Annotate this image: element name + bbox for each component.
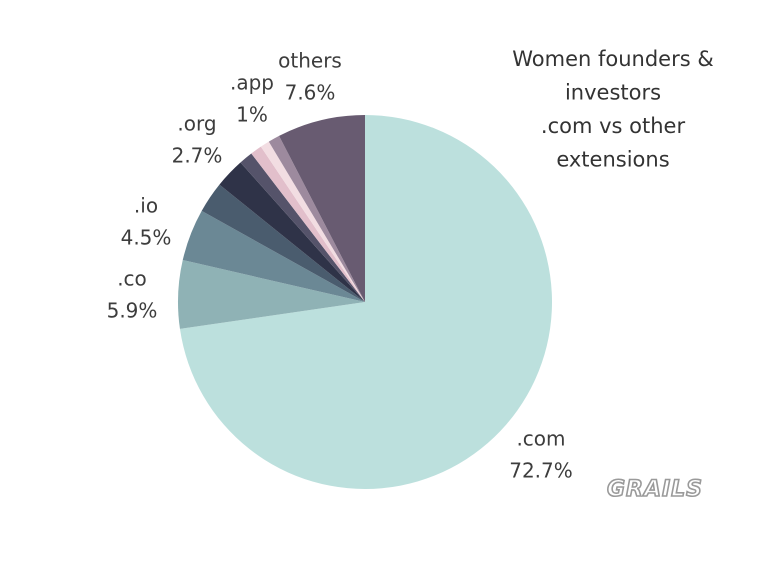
pie-slice [260, 141, 365, 302]
slice-label: .app [230, 71, 274, 95]
pie-slice [240, 153, 365, 302]
slice-label: .co [117, 267, 147, 291]
pie-slice [201, 184, 365, 302]
pie-slice [179, 115, 552, 489]
pie-slice [268, 135, 365, 302]
value-label: 72.7% [509, 459, 573, 483]
value-label: 4.5% [121, 226, 172, 250]
slice-label: .org [177, 112, 216, 136]
value-label: 1% [236, 103, 268, 127]
watermark: GRAILS [607, 477, 703, 502]
value-label: 2.7% [172, 144, 223, 168]
value-label: 5.9% [107, 299, 158, 323]
slice-label: others [278, 49, 342, 73]
slice-label: .io [134, 194, 158, 218]
pie-slice [219, 162, 365, 302]
chart-title: Women founders & [512, 47, 713, 71]
pie-slice [182, 210, 365, 302]
value-label: 7.6% [285, 81, 336, 105]
pie-slice [251, 146, 365, 302]
chart-title: investors [565, 81, 661, 105]
chart-title: extensions [556, 148, 669, 172]
chart-title: .com vs other [541, 114, 686, 138]
pie-slice [279, 115, 365, 302]
pie-slice [178, 260, 365, 329]
slice-label: .com [516, 427, 565, 451]
